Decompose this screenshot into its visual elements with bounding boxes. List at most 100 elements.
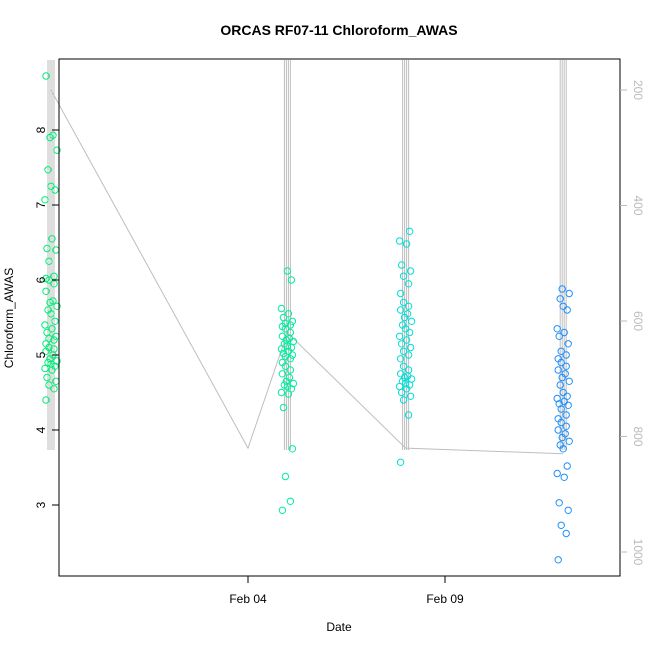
data-point (555, 332, 563, 340)
y-tick-label: 3 (34, 501, 48, 508)
data-point (404, 411, 413, 419)
data-point (48, 325, 56, 333)
data-point (406, 343, 415, 352)
data-point (49, 297, 57, 305)
data-point (53, 357, 61, 365)
data-point (395, 332, 404, 340)
data-point (396, 458, 405, 466)
y-axis-right: 200 400 600 800 1000 (620, 80, 645, 566)
data-point (564, 340, 572, 348)
data-point (43, 244, 51, 253)
data-point (402, 240, 411, 248)
data-point (558, 285, 566, 293)
data-point (406, 392, 415, 400)
data-point (557, 521, 565, 529)
data-point (553, 325, 561, 333)
data-point (279, 349, 288, 358)
data-point (562, 362, 570, 370)
data-point (278, 358, 287, 367)
chart-title: ORCAS RF07-11 Chloroform_AWAS (220, 22, 457, 38)
x-tick-label: Feb 09 (426, 592, 464, 606)
plot-frame (58, 58, 621, 577)
data-point (404, 366, 413, 374)
data-point (289, 379, 298, 388)
data-point (563, 306, 571, 314)
data-point (554, 415, 562, 423)
y-axis: 3 4 5 6 7 8 (34, 126, 59, 508)
data-point (405, 328, 414, 337)
data-point (553, 394, 561, 403)
data-point (554, 426, 562, 434)
data-point (565, 437, 573, 445)
data-point (399, 347, 408, 355)
y-right-tick-label: 600 (631, 311, 645, 331)
data-point (403, 310, 412, 318)
data-point (45, 381, 53, 389)
data-point (50, 345, 58, 353)
data-point (565, 377, 573, 385)
data-point (51, 317, 59, 325)
data-point (43, 328, 51, 337)
x-axis-label: Date (326, 620, 352, 634)
data-point (287, 276, 296, 284)
data-point (277, 304, 286, 313)
data-point (288, 317, 297, 325)
data-point (278, 506, 287, 514)
data-point (557, 347, 565, 355)
data-point (556, 441, 564, 449)
data-point (45, 257, 53, 265)
data-point (404, 280, 413, 288)
data-point (564, 401, 572, 409)
data-point (44, 306, 52, 314)
data-point (279, 313, 288, 322)
data-point (288, 351, 297, 359)
data-point (396, 355, 405, 363)
data-point (396, 370, 405, 378)
data-point (559, 302, 567, 310)
data-point (41, 364, 49, 373)
data-point (559, 388, 567, 397)
data-point (560, 328, 568, 337)
y-right-tick-label: 400 (631, 195, 645, 215)
data-point (553, 469, 561, 478)
data-point (405, 227, 414, 236)
y-right-tick-label: 1000 (631, 539, 645, 566)
data-point (51, 186, 59, 194)
data-point (281, 472, 290, 481)
data-point (402, 336, 411, 344)
data-point (48, 235, 56, 243)
x-axis: Feb 04 Feb 09 (229, 576, 464, 606)
data-point (53, 302, 61, 310)
data-point (556, 295, 564, 303)
data-point (561, 430, 569, 438)
data-point (564, 506, 572, 514)
data-point (286, 497, 295, 505)
data-point (561, 370, 569, 378)
data-point (399, 272, 408, 280)
y-tick-label: 7 (34, 201, 48, 208)
data-point (562, 422, 570, 430)
data-point (277, 388, 286, 397)
data-point (44, 358, 52, 367)
data-point (556, 381, 564, 389)
altitude-trend-line (50, 89, 564, 455)
data-point (49, 131, 57, 140)
data-point (286, 321, 295, 329)
data-point (399, 362, 408, 370)
data-point (50, 385, 58, 393)
data-point (42, 396, 50, 404)
data-point (557, 405, 565, 413)
data-point (555, 499, 563, 507)
data-point (560, 473, 568, 481)
y-tick-label: 8 (34, 126, 48, 133)
data-point (397, 261, 406, 269)
data-point (395, 237, 404, 245)
data-point (396, 289, 405, 298)
data-point (554, 366, 562, 374)
data-point (398, 377, 407, 385)
data-point (565, 289, 573, 298)
data-point (280, 340, 289, 348)
data-point (286, 328, 295, 337)
data-point (397, 340, 406, 348)
x-tick-label: Feb 04 (229, 592, 267, 606)
